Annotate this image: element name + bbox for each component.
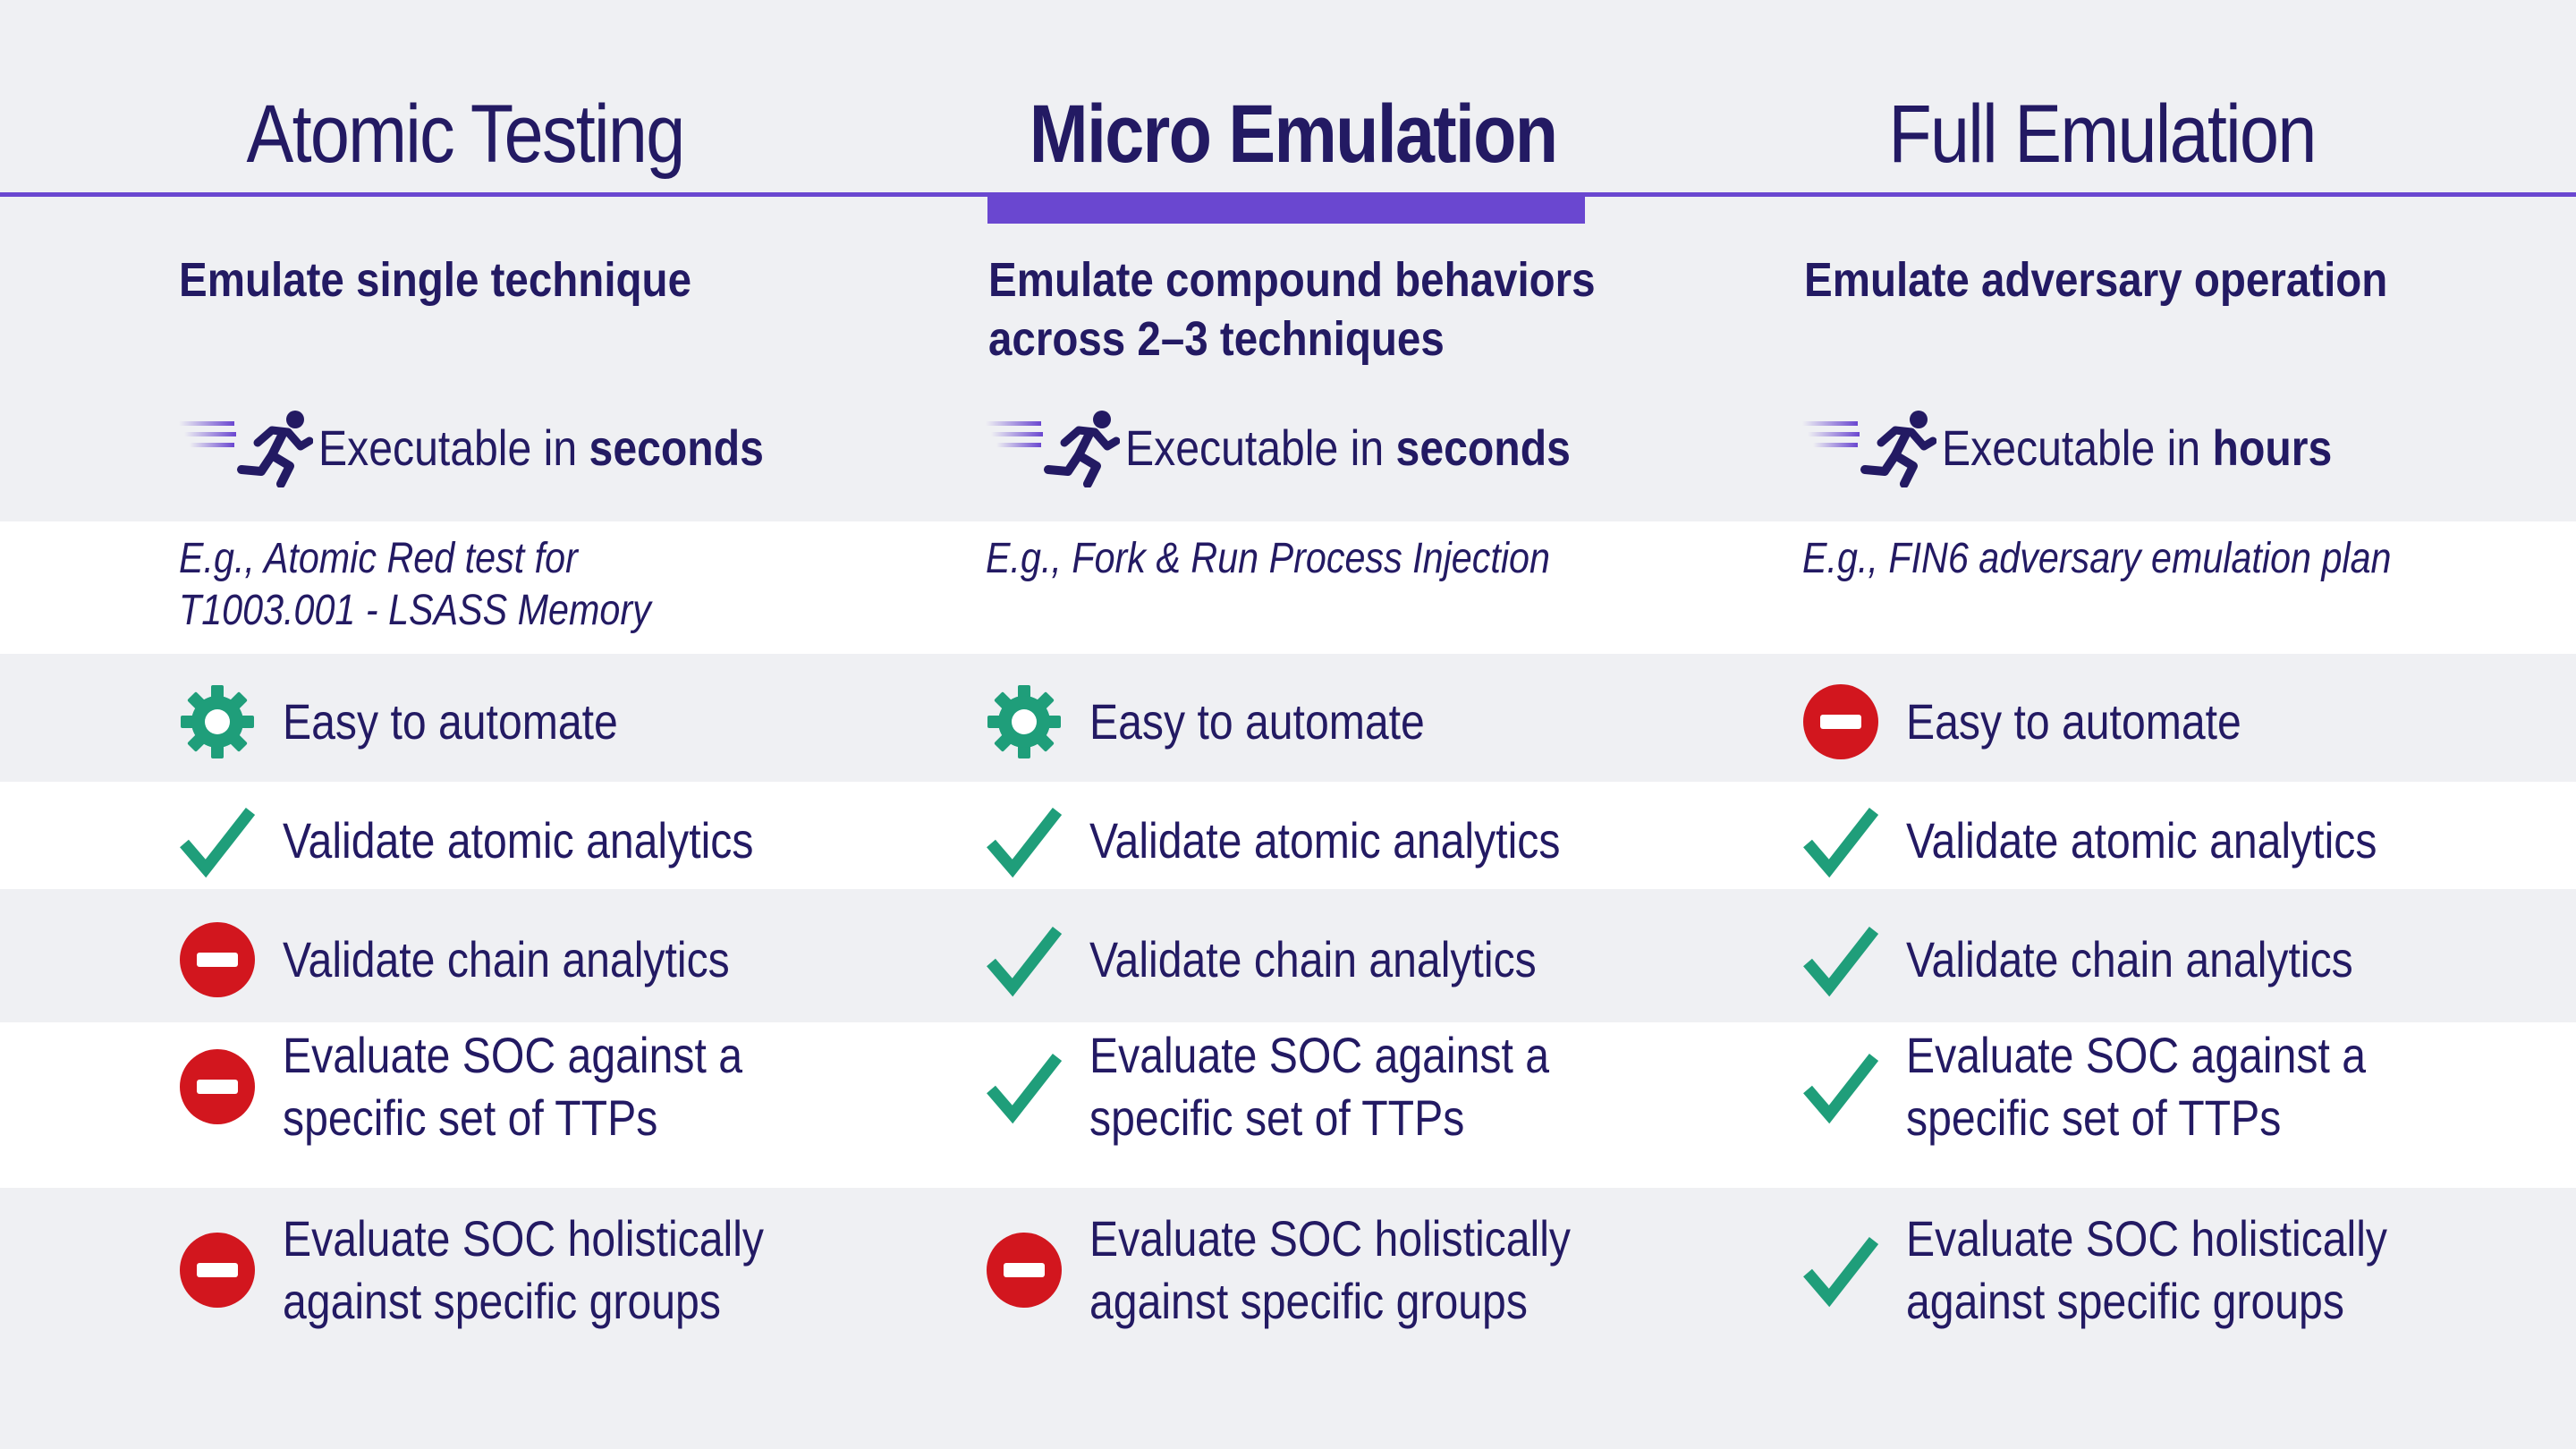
feature-row: Validate atomic analytics [984,801,1637,881]
row-band-2 [0,782,2576,889]
feature-row: Easy to automate [177,682,673,762]
check-icon [177,801,258,881]
column-atomic-testing: Atomic Testing Emulate single technique … [0,0,930,1449]
example-text: E.g., Fork & Run Process Injection [986,535,1550,582]
example-text: E.g., FIN6 adversary emulation plan [1802,535,2392,582]
execution-time: Executable in seconds [986,407,1643,487]
example-text: E.g., Atomic Red test for T1003.001 - LS… [179,535,651,634]
feature-row: Easy to automate [1801,682,2296,762]
no-entry-icon [177,919,258,1000]
column-subtitle: Emulate compound behaviors across 2–3 te… [988,253,1596,366]
feature-label: Evaluate SOC holistically against specifi… [1906,1210,2388,1329]
feature-row: Evaluate SOC holistically against specifi… [1801,1208,2466,1333]
gear-icon [177,682,258,762]
feature-row: Evaluate SOC holistically against specifi… [177,1208,843,1333]
feature-label: Validate chain analytics [283,931,730,987]
example-band [0,521,2576,654]
feature-label: Validate atomic analytics [283,812,754,869]
check-icon [984,919,1064,1000]
no-entry-icon [984,1230,1064,1310]
column-title: Full Emulation [1888,89,2317,180]
feature-row: Evaluate SOC against a specific set of TT… [1801,1024,2441,1149]
check-icon [1801,1230,1881,1310]
feature-row: Easy to automate [984,682,1479,762]
feature-label: Easy to automate [1089,693,1425,750]
runner-icon [1802,411,1936,487]
check-icon [1801,1046,1881,1127]
feature-label: Evaluate SOC against a specific set of TT… [283,1027,743,1146]
row-band-4 [0,1022,2576,1188]
feature-label: Validate chain analytics [1906,931,2353,987]
execution-time: Executable in hours [1802,407,2395,487]
execution-time: Executable in seconds [179,407,836,487]
feature-row: Evaluate SOC against a specific set of TT… [177,1024,818,1149]
feature-row: Validate chain analytics [177,919,802,1000]
column-subtitle: Emulate single technique [179,253,692,307]
feature-row: Validate chain analytics [1801,919,2426,1000]
feature-row: Evaluate SOC against a specific set of TT… [984,1024,1624,1149]
column-subtitle: Emulate adversary operation [1804,253,2388,307]
column-title: Micro Emulation [1029,89,1558,180]
check-icon [1801,919,1881,1000]
check-icon [984,801,1064,881]
feature-label: Validate chain analytics [1089,931,1537,987]
feature-row: Validate atomic analytics [177,801,830,881]
no-entry-icon [177,1046,258,1127]
feature-label: Validate atomic analytics [1906,812,2377,869]
no-entry-icon [177,1230,258,1310]
runner-icon [986,411,1120,487]
feature-row: Evaluate SOC holistically against specifi… [984,1208,1649,1333]
feature-label: Validate atomic analytics [1089,812,1561,869]
active-tab-indicator [987,192,1585,224]
feature-label: Evaluate SOC holistically against specifi… [283,1210,765,1329]
gear-icon [984,682,1064,762]
feature-label: Evaluate SOC against a specific set of TT… [1089,1027,1550,1146]
runner-icon [179,411,313,487]
feature-label: Easy to automate [283,693,618,750]
feature-label: Easy to automate [1906,693,2241,750]
check-icon [984,1046,1064,1127]
feature-row: Validate chain analytics [984,919,1609,1000]
column-title: Atomic Testing [246,89,686,180]
check-icon [1801,801,1881,881]
feature-label: Evaluate SOC against a specific set of TT… [1906,1027,2367,1146]
feature-row: Validate atomic analytics [1801,801,2453,881]
no-entry-icon [1801,682,1881,762]
feature-label: Evaluate SOC holistically against specifi… [1089,1210,1572,1329]
